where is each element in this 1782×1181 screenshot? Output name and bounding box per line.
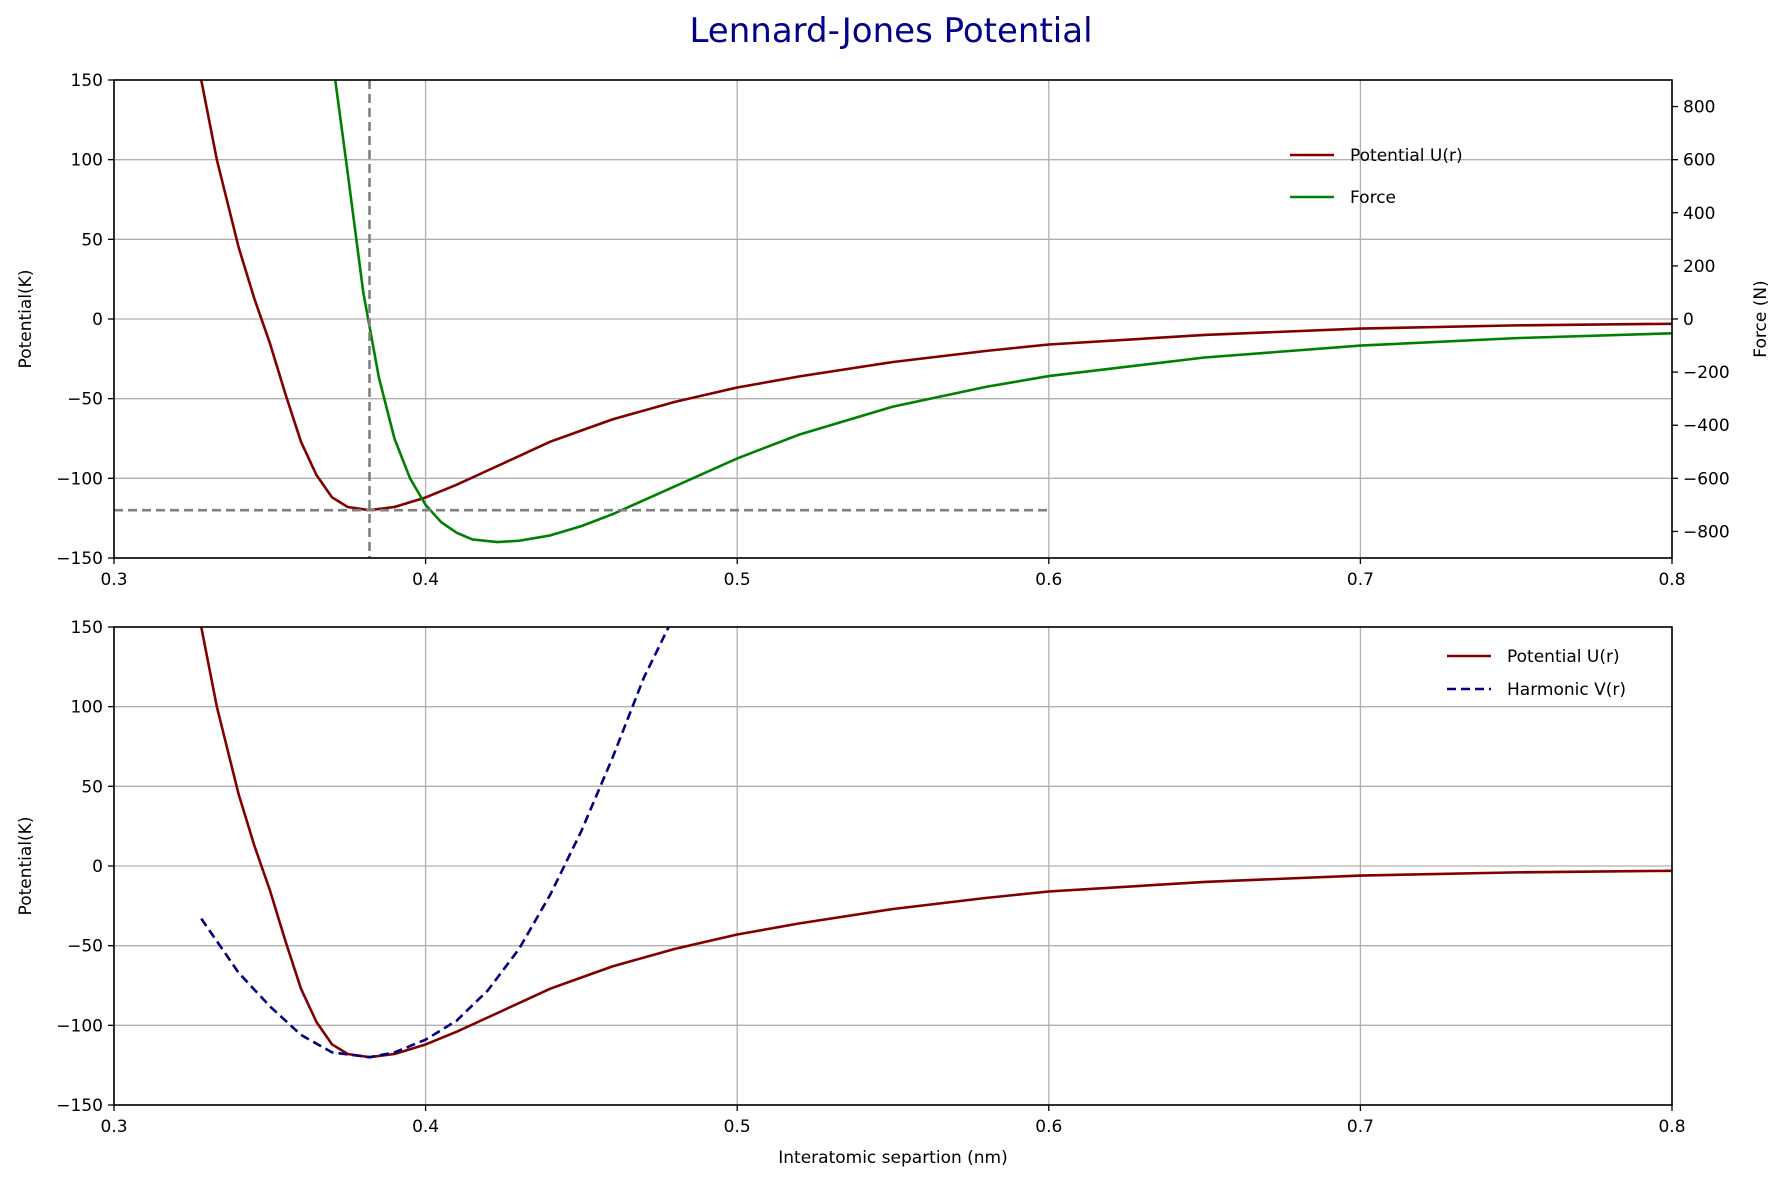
y-tick-label: 0: [92, 310, 103, 330]
y2-tick-label: −800: [1683, 522, 1730, 542]
y-tick-label: 100: [71, 151, 103, 171]
legend-label: Potential U(r): [1507, 647, 1620, 667]
y-axis-label: Potential(K): [16, 270, 36, 369]
y-tick-label: −50: [67, 937, 103, 957]
x-tick-label: 0.7: [1347, 570, 1374, 590]
y-tick-label: −150: [56, 549, 103, 569]
x-tick-label: 0.6: [1035, 570, 1062, 590]
x-tick-label: 0.6: [1035, 1117, 1062, 1137]
potential-force-panel: 0.3 0.4 0.5 0.6 0.7 0.8 −150 −100 −50 0 50 100 150 −8…: [16, 71, 1771, 590]
y-tick-label: −50: [67, 390, 103, 410]
y-tick-label: 150: [71, 618, 103, 638]
y-tick-label: −100: [56, 469, 103, 489]
y-tick-label: −150: [56, 1096, 103, 1116]
x-axis-label: Interatomic separtion (nm): [778, 1148, 1008, 1168]
potential-harmonic-panel: 0.3 0.4 0.5 0.6 0.7 0.8 −150 −100 −50 0 50 100 150 Po…: [16, 618, 1686, 1168]
x-tick-label: 0.8: [1658, 1117, 1685, 1137]
x-tick-label: 0.3: [100, 1117, 127, 1137]
y2-tick-label: 0: [1683, 310, 1694, 330]
x-tick-label: 0.7: [1347, 1117, 1374, 1137]
y-tick-label: 50: [81, 777, 103, 797]
y-tick-label: 50: [81, 230, 103, 250]
y2-tick-label: 400: [1683, 204, 1715, 224]
legend-label: Potential U(r): [1350, 146, 1463, 166]
legend-label: Force: [1350, 188, 1396, 208]
legend: Potential U(r) Force: [1290, 146, 1463, 208]
x-tick-label: 0.4: [412, 1117, 439, 1137]
harmonic-line: [200, 627, 670, 1059]
figure-title: Lennard-Jones Potential: [689, 11, 1092, 51]
force-line: [333, 80, 1672, 544]
y2-tick-label: 800: [1683, 98, 1715, 118]
y2-tick-label: −200: [1683, 363, 1730, 383]
x-tick-label: 0.3: [100, 570, 127, 590]
y-tick-label: 0: [92, 857, 103, 877]
legend-label: Harmonic V(r): [1507, 680, 1626, 700]
x-tick-label: 0.8: [1658, 570, 1685, 590]
y-tick-label: −100: [56, 1016, 103, 1036]
y-tick-label: 100: [71, 698, 103, 718]
y-tick-label: 150: [71, 71, 103, 91]
y2-tick-label: 200: [1683, 257, 1715, 277]
y2-axis-label: Force (N): [1751, 280, 1771, 357]
legend: Potential U(r) Harmonic V(r): [1447, 647, 1626, 700]
y-axis-label: Potential(K): [16, 817, 36, 916]
potential-line: [199, 627, 1672, 1059]
x-tick-label: 0.4: [412, 570, 439, 590]
potential-line: [199, 80, 1672, 512]
x-tick-label: 0.5: [724, 1117, 751, 1137]
y2-tick-label: −600: [1683, 469, 1730, 489]
x-tick-label: 0.5: [724, 570, 751, 590]
y2-tick-label: −400: [1683, 416, 1730, 436]
y2-tick-label: 600: [1683, 151, 1715, 171]
